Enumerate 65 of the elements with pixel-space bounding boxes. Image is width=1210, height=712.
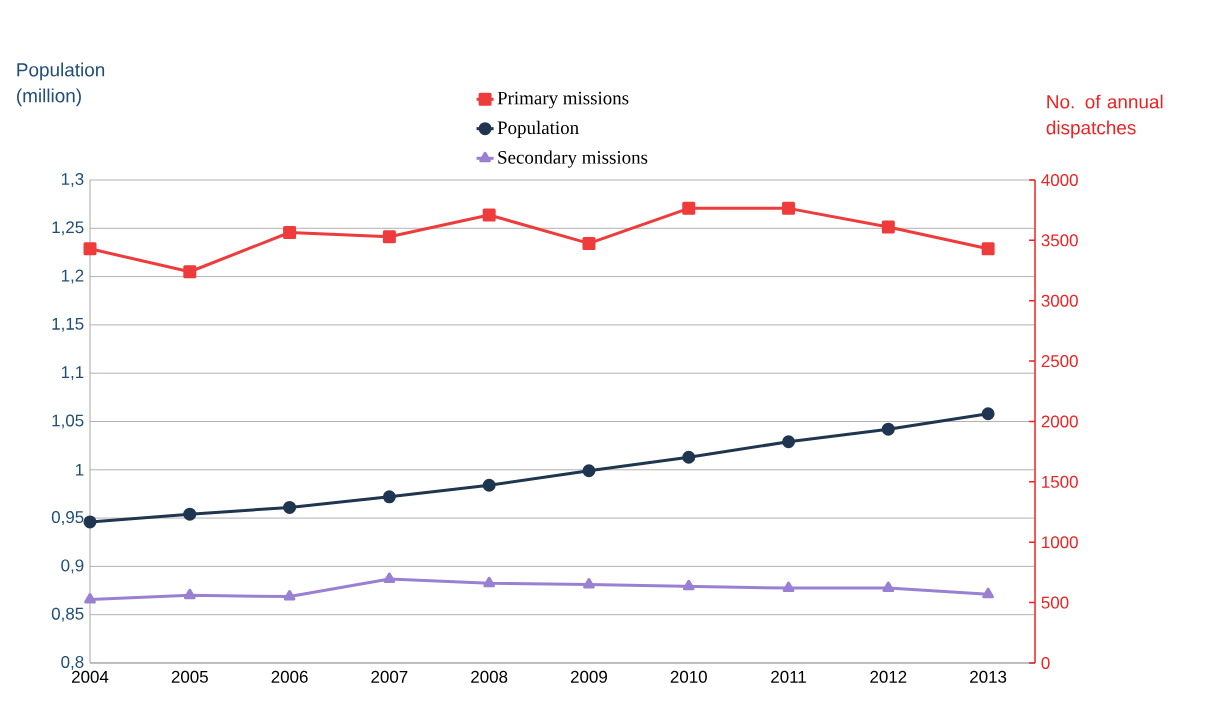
y-axis-title: Population (million) [17, 62, 105, 107]
y-tick-label: 1,2 [61, 269, 84, 284]
x-tick-label: 2004 [72, 670, 109, 683]
y-tick-label: 0,8 [61, 655, 84, 670]
point [84, 593, 96, 604]
point [283, 500, 297, 514]
y-tick-label: 1,25 [52, 221, 84, 236]
y-tick-label: 0,85 [51, 607, 84, 622]
legend-label: Population [497, 120, 579, 138]
point [982, 587, 994, 599]
point [583, 578, 595, 589]
point [981, 407, 995, 421]
point [782, 581, 795, 593]
y-tick-label: 1,3 [61, 172, 84, 187]
y-tick-label: 0,95 [51, 511, 84, 526]
point [582, 464, 596, 478]
x-tick-label: 2011 [771, 670, 806, 683]
point [183, 265, 197, 279]
point [183, 507, 197, 521]
y2-axis-title: No. of annual dispatches [1046, 94, 1163, 139]
point [682, 201, 696, 215]
point [782, 435, 796, 449]
point [482, 208, 496, 222]
x-tick-label: 2007 [371, 670, 408, 683]
point [382, 490, 396, 504]
point [83, 515, 97, 529]
y2-tick-label: 500 [1041, 596, 1069, 609]
point [183, 588, 196, 600]
point [483, 576, 495, 588]
y2-tick-label: 2500 [1041, 355, 1078, 368]
x-tick-label: 2008 [471, 670, 508, 683]
point [782, 201, 796, 215]
x-tick-label: 2010 [670, 670, 707, 683]
point [881, 220, 895, 234]
point [283, 226, 297, 240]
y-tick-label: 1 [76, 463, 84, 476]
y2-tick-label: 1000 [1042, 536, 1078, 549]
x-tick-label: 2009 [570, 670, 607, 683]
point [882, 581, 895, 593]
y-tick-label: 1,05 [52, 414, 84, 429]
point [83, 242, 97, 256]
y-tick-label: 1,15 [52, 317, 84, 332]
point [582, 236, 596, 250]
y2-tick-label: 3500 [1041, 234, 1078, 247]
y2-tick-label: 0 [1041, 656, 1050, 669]
point [981, 242, 995, 256]
legend-label: Secondary missions [498, 150, 648, 168]
y2-tick-label: 3000 [1041, 294, 1078, 307]
y2-tick-label: 4000 [1041, 173, 1078, 186]
y2-tick-label: 1500 [1042, 475, 1078, 488]
legend-label: Primary missions [497, 91, 629, 109]
x-tick-label: 2005 [171, 670, 208, 683]
point [383, 572, 396, 584]
y2-tick-label: 2000 [1041, 415, 1078, 428]
x-tick-label: 2012 [870, 670, 907, 683]
y-tick-label: 1,1 [61, 366, 84, 381]
point [682, 579, 695, 591]
point [283, 590, 296, 601]
x-tick-label: 2006 [271, 670, 308, 683]
point [682, 450, 696, 464]
point [382, 230, 396, 244]
point [881, 422, 895, 436]
x-tick-label: 2013 [970, 670, 1007, 683]
y-tick-label: 0,9 [61, 559, 84, 574]
point [482, 478, 496, 492]
